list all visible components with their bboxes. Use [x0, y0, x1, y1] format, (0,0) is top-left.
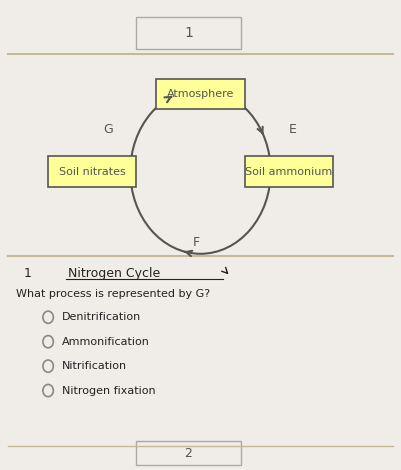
Text: Denitrification: Denitrification	[62, 312, 142, 322]
Text: 1: 1	[24, 267, 32, 280]
Text: 1: 1	[184, 26, 193, 40]
FancyBboxPatch shape	[136, 17, 241, 49]
FancyBboxPatch shape	[156, 78, 245, 110]
Text: Ammonification: Ammonification	[62, 337, 150, 347]
Text: E: E	[289, 123, 297, 136]
Text: 2: 2	[184, 446, 192, 460]
Text: Atmosphere: Atmosphere	[167, 89, 234, 99]
Text: Nitrogen fixation: Nitrogen fixation	[62, 385, 156, 396]
Text: Soil ammonium: Soil ammonium	[245, 166, 332, 177]
FancyBboxPatch shape	[245, 156, 333, 187]
Text: G: G	[103, 123, 113, 136]
Text: Nitrogen Cycle: Nitrogen Cycle	[68, 267, 160, 280]
Text: Soil nitrates: Soil nitrates	[59, 166, 126, 177]
Text: What process is represented by G?: What process is represented by G?	[16, 289, 210, 299]
Text: Nitrification: Nitrification	[62, 361, 127, 371]
FancyBboxPatch shape	[48, 156, 136, 187]
Text: F: F	[193, 235, 200, 249]
FancyBboxPatch shape	[136, 441, 241, 465]
